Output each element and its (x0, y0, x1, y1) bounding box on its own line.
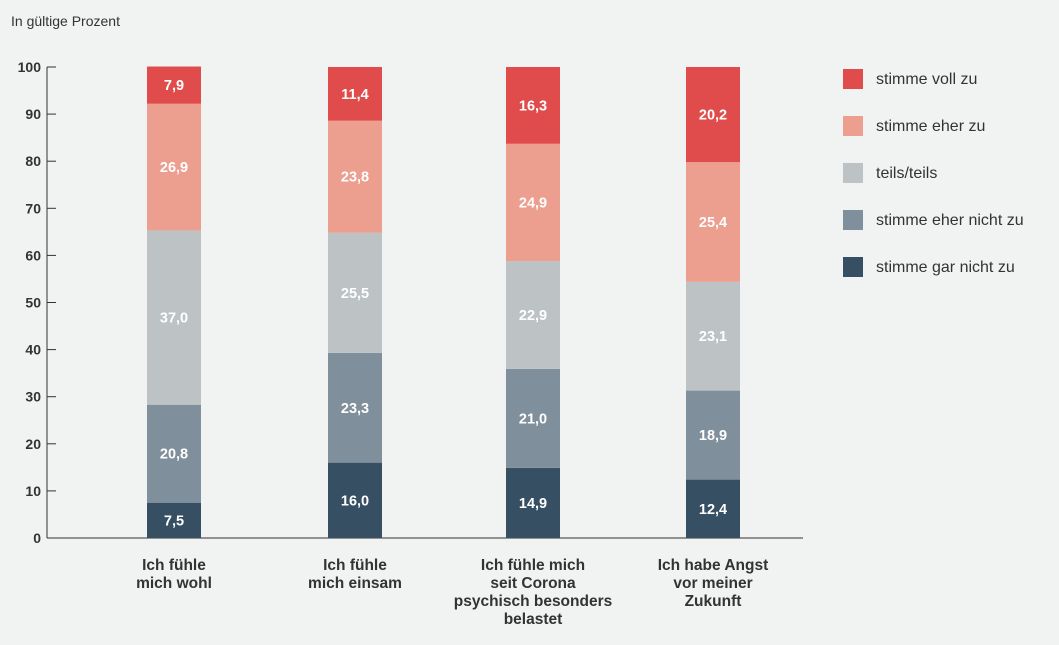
bar-segment (686, 162, 740, 282)
bar-segment (147, 404, 201, 503)
bar-segment (506, 67, 560, 144)
legend-swatch (843, 116, 863, 136)
y-tick-label: 90 (25, 106, 41, 122)
legend-swatch (843, 257, 863, 277)
bars: 7,5 20,8 37,0 26,9 7,9 16,0 23,3 25,5 23,8 11,4 14… (147, 66, 740, 538)
category-label: Ich fühle mich (481, 557, 585, 574)
data-label: 20,2 (699, 108, 727, 124)
category-label: Ich habe Angst (658, 557, 769, 574)
data-label: 24,9 (519, 195, 547, 211)
data-label: 18,9 (699, 428, 727, 444)
legend-swatch (843, 163, 863, 183)
data-label: 7,5 (164, 513, 184, 529)
bar-segment (147, 230, 201, 405)
legend-label: stimme eher nicht zu (876, 212, 1024, 229)
bar-segment (506, 368, 560, 468)
bar-segment (147, 66, 201, 104)
category-label: seit Corona (490, 575, 576, 592)
category-label: Ich fühle (323, 557, 387, 574)
y-tick-label: 70 (25, 200, 41, 216)
legend: stimme voll zu stimme eher zu teils/teils s… (843, 69, 1024, 277)
data-label: 23,3 (341, 401, 369, 417)
bar-segment (147, 103, 201, 231)
data-label: 23,8 (341, 170, 369, 186)
data-label: 16,0 (341, 493, 369, 509)
data-label: 21,0 (519, 411, 547, 427)
data-label: 12,4 (699, 502, 727, 518)
bar-segment (328, 232, 382, 353)
y-tick-label: 30 (25, 389, 41, 405)
data-label: 37,0 (160, 311, 188, 327)
category-label: vor meiner (673, 575, 752, 592)
data-label: 11,4 (341, 87, 368, 103)
data-label: 26,9 (160, 160, 188, 176)
data-label: 20,8 (160, 447, 188, 463)
category-label: belastet (504, 611, 563, 628)
bar-segment (506, 261, 560, 369)
y-tick-label: 10 (25, 483, 41, 499)
data-label: 22,9 (519, 308, 547, 324)
category-label: mich einsam (308, 575, 402, 592)
bar-segment (328, 120, 382, 233)
bar-segment (328, 67, 382, 121)
legend-label: stimme voll zu (876, 71, 977, 88)
category-label: psychisch besonders (454, 593, 613, 610)
legend-swatch (843, 210, 863, 230)
y-ticks: 0 10 20 30 40 50 60 70 80 90 100 (18, 59, 56, 546)
legend-swatch (843, 69, 863, 89)
y-tick-label: 50 (25, 295, 41, 311)
bar-segment (686, 390, 740, 480)
data-label: 25,4 (699, 215, 727, 231)
data-label: 7,9 (164, 78, 184, 94)
y-tick-label: 40 (25, 342, 41, 358)
category-label: Ich fühle (142, 557, 206, 574)
y-tick-label: 80 (25, 153, 41, 169)
bar-segment (506, 143, 560, 262)
category-label: mich wohl (136, 575, 212, 592)
bar-segment (328, 462, 382, 538)
y-tick-label: 0 (33, 530, 41, 546)
y-tick-label: 100 (18, 59, 42, 75)
bar-segment (506, 467, 560, 538)
data-label: 23,1 (699, 329, 727, 345)
bar-segment (147, 502, 201, 538)
y-tick-label: 20 (25, 436, 41, 452)
bar-segment (686, 281, 740, 391)
data-label: 16,3 (519, 98, 547, 114)
y-tick-label: 60 (25, 247, 41, 263)
category-label: Zukunft (685, 593, 742, 610)
legend-label: stimme eher zu (876, 118, 985, 135)
data-label: 25,5 (341, 286, 369, 302)
bar-segment (686, 67, 740, 163)
legend-label: stimme gar nicht zu (876, 259, 1015, 276)
bar-segment (328, 352, 382, 463)
unit-label: In gültige Prozent (11, 13, 120, 29)
bar-segment (686, 479, 740, 538)
legend-label: teils/teils (876, 165, 937, 182)
data-label: 14,9 (519, 496, 547, 512)
